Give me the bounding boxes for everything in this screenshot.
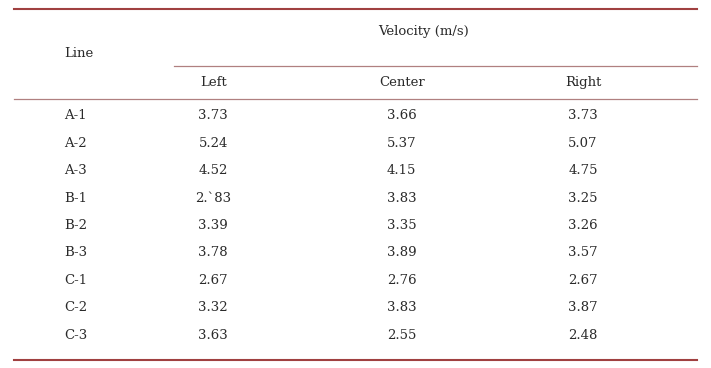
Text: C-1: C-1: [64, 274, 87, 287]
Text: 3.83: 3.83: [387, 192, 417, 205]
Text: 3.57: 3.57: [568, 247, 598, 259]
Text: Velocity (m/s): Velocity (m/s): [378, 25, 469, 38]
Text: 2.67: 2.67: [568, 274, 598, 287]
Text: 5.07: 5.07: [568, 137, 598, 150]
Text: 3.78: 3.78: [198, 247, 228, 259]
Text: 5.24: 5.24: [198, 137, 228, 150]
Text: B-3: B-3: [64, 247, 87, 259]
Text: 2.55: 2.55: [387, 329, 417, 342]
Text: 2.67: 2.67: [198, 274, 228, 287]
Text: 3.32: 3.32: [198, 301, 228, 314]
Text: 4.52: 4.52: [198, 164, 228, 177]
Text: 3.87: 3.87: [568, 301, 598, 314]
Text: A-3: A-3: [64, 164, 87, 177]
Text: 3.26: 3.26: [568, 219, 598, 232]
Text: 4.75: 4.75: [568, 164, 598, 177]
Text: Line: Line: [64, 47, 93, 60]
Text: Left: Left: [200, 76, 227, 89]
Text: 2.`83: 2.`83: [196, 192, 231, 205]
Text: C-3: C-3: [64, 329, 87, 342]
Text: C-2: C-2: [64, 301, 87, 314]
Text: 3.83: 3.83: [387, 301, 417, 314]
Text: 2.76: 2.76: [387, 274, 417, 287]
Text: 3.73: 3.73: [568, 109, 598, 123]
Text: 3.35: 3.35: [387, 219, 417, 232]
Text: 4.15: 4.15: [387, 164, 417, 177]
Text: 3.63: 3.63: [198, 329, 228, 342]
Text: Center: Center: [379, 76, 424, 89]
Text: B-1: B-1: [64, 192, 87, 205]
Text: Right: Right: [565, 76, 602, 89]
Text: B-2: B-2: [64, 219, 87, 232]
Text: 3.25: 3.25: [568, 192, 598, 205]
Text: A-2: A-2: [64, 137, 87, 150]
Text: A-1: A-1: [64, 109, 87, 123]
Text: 3.89: 3.89: [387, 247, 417, 259]
Text: 2.48: 2.48: [568, 329, 598, 342]
Text: 3.73: 3.73: [198, 109, 228, 123]
Text: 5.37: 5.37: [387, 137, 417, 150]
Text: 3.66: 3.66: [387, 109, 417, 123]
Text: 3.39: 3.39: [198, 219, 228, 232]
